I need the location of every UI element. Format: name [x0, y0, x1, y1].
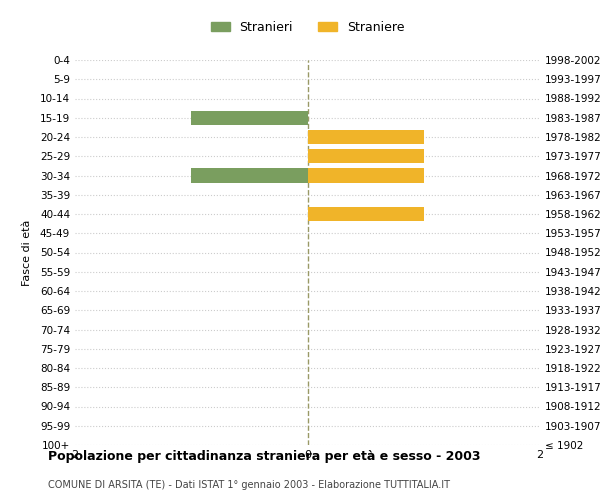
- Text: COMUNE DI ARSITA (TE) - Dati ISTAT 1° gennaio 2003 - Elaborazione TUTTITALIA.IT: COMUNE DI ARSITA (TE) - Dati ISTAT 1° ge…: [48, 480, 450, 490]
- Bar: [308, 168, 424, 182]
- Bar: [191, 110, 308, 125]
- Bar: [191, 168, 308, 182]
- Text: Popolazione per cittadinanza straniera per età e sesso - 2003: Popolazione per cittadinanza straniera p…: [48, 450, 481, 463]
- Bar: [308, 130, 424, 144]
- Y-axis label: Fasce di età: Fasce di età: [22, 220, 32, 286]
- Legend: Stranieri, Straniere: Stranieri, Straniere: [206, 16, 409, 39]
- Bar: [308, 149, 424, 164]
- Bar: [308, 207, 424, 221]
